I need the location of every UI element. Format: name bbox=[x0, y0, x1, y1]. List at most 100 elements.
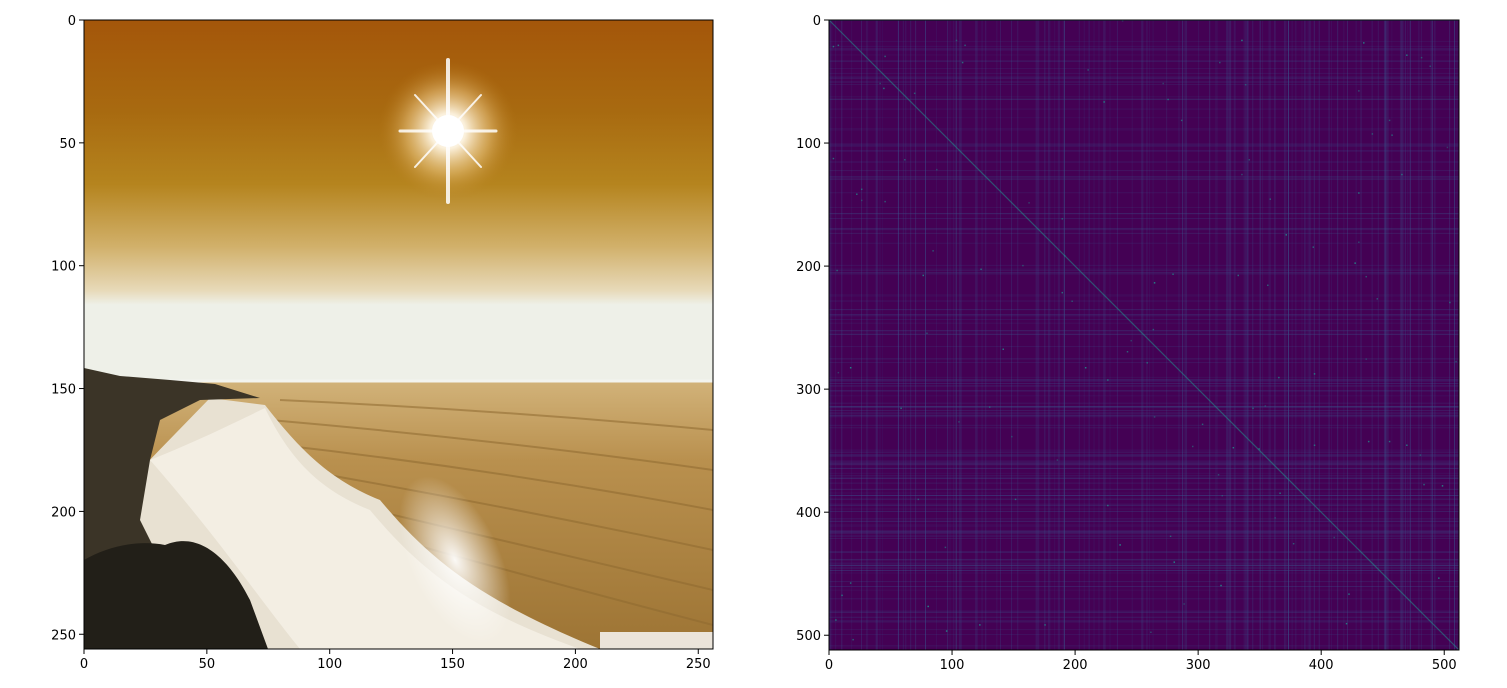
heatmap-diagonal bbox=[828, 19, 1460, 651]
heatmap-column bbox=[1216, 20, 1218, 650]
heatmap-row bbox=[829, 49, 1459, 51]
heatmap-row bbox=[829, 472, 1459, 474]
heatmap-row bbox=[829, 96, 1459, 98]
heatmap-column bbox=[865, 20, 867, 650]
heatmap-cell bbox=[1423, 483, 1425, 486]
heatmap-cell bbox=[1119, 544, 1121, 546]
x-tick-label: 0 bbox=[80, 657, 88, 672]
heatmap-cell bbox=[1358, 241, 1360, 243]
heatmap-column bbox=[1146, 20, 1148, 650]
x-tick-label: 100 bbox=[940, 658, 965, 673]
heatmap-row bbox=[829, 488, 1459, 490]
heatmap-row bbox=[829, 72, 1459, 74]
heatmap-cell bbox=[1241, 173, 1243, 176]
heatmap-column bbox=[1401, 20, 1403, 650]
heatmap-cell bbox=[1354, 262, 1356, 264]
heatmap-cell bbox=[1146, 362, 1148, 364]
heatmap-column bbox=[1331, 20, 1333, 650]
heatmap-cell bbox=[980, 268, 982, 271]
wave-lines bbox=[269, 399, 713, 626]
heatmap-row bbox=[829, 382, 1459, 384]
x-tick-label: 150 bbox=[440, 657, 465, 672]
heatmap-row bbox=[829, 213, 1459, 215]
heatmap-row bbox=[829, 309, 1459, 311]
heatmap-column bbox=[1291, 20, 1293, 650]
heatmap-column bbox=[1209, 20, 1211, 650]
heatmap-column bbox=[897, 20, 899, 650]
heatmap-row bbox=[829, 322, 1459, 324]
heatmap-row bbox=[829, 610, 1459, 612]
heatmap-cell bbox=[1107, 504, 1109, 507]
heatmap-cell bbox=[1014, 498, 1017, 501]
heatmap-cell bbox=[1348, 593, 1350, 595]
heatmap-row bbox=[829, 492, 1459, 494]
heatmap-row bbox=[829, 494, 1459, 496]
heatmap-row bbox=[829, 427, 1459, 429]
x-tick-label: 0 bbox=[825, 658, 833, 673]
heatmap-cell bbox=[1313, 373, 1316, 375]
heatmap-column bbox=[1246, 20, 1248, 650]
heatmap-row bbox=[829, 646, 1459, 648]
heatmap-cell bbox=[832, 157, 835, 160]
heatmap-row bbox=[829, 242, 1459, 244]
trees bbox=[84, 541, 268, 649]
heatmap-row bbox=[829, 621, 1459, 623]
x-tick-label: 200 bbox=[1063, 658, 1088, 673]
heatmap-column bbox=[985, 20, 987, 650]
heatmap-column bbox=[1227, 20, 1229, 650]
heatmap-cell bbox=[904, 159, 906, 161]
heatmap-row bbox=[829, 406, 1459, 408]
heatmap-cell bbox=[884, 200, 886, 203]
heatmap-column bbox=[1141, 20, 1143, 650]
heatmap-cell bbox=[1258, 448, 1260, 450]
heatmap-column bbox=[1454, 20, 1456, 650]
heatmap-cell bbox=[835, 619, 837, 621]
heatmap-row bbox=[829, 531, 1459, 533]
heatmap-row bbox=[829, 482, 1459, 484]
heatmap-column bbox=[1409, 20, 1411, 650]
heatmap-cell bbox=[1391, 134, 1393, 136]
heatmap-cell bbox=[936, 168, 938, 171]
heatmap-column bbox=[1269, 20, 1271, 650]
photo-content bbox=[84, 20, 713, 649]
heatmap-row bbox=[829, 454, 1459, 456]
heatmap-cell bbox=[841, 594, 843, 597]
heatmap-column bbox=[831, 20, 833, 650]
heatmap-column bbox=[1347, 20, 1349, 650]
heatmap-row bbox=[829, 83, 1459, 85]
heatmap-row bbox=[829, 535, 1459, 537]
heatmap-cell bbox=[1022, 264, 1024, 267]
image-frame bbox=[83, 19, 714, 650]
heatmap-row bbox=[829, 98, 1459, 100]
heatmap-row bbox=[829, 645, 1459, 647]
heatmap-cell bbox=[1376, 298, 1379, 300]
heatmap-cell bbox=[1365, 358, 1367, 360]
heatmap-cell bbox=[1028, 202, 1030, 204]
heatmap-cell bbox=[1237, 274, 1239, 277]
heatmap-row bbox=[829, 477, 1459, 479]
heatmap-column bbox=[1152, 20, 1154, 650]
heatmap-row bbox=[829, 572, 1459, 574]
heatmap-column bbox=[1243, 20, 1245, 650]
heatmap-row bbox=[829, 264, 1459, 266]
heatmap-cell bbox=[1162, 82, 1164, 85]
heatmap-column bbox=[1083, 20, 1085, 650]
heatmap-column bbox=[1057, 20, 1059, 650]
heatmap-row bbox=[829, 467, 1459, 469]
heatmap-column bbox=[1343, 20, 1345, 650]
y-tick-label: 100 bbox=[796, 137, 821, 152]
heatmap-column bbox=[1103, 20, 1105, 650]
heatmap-column bbox=[910, 20, 912, 650]
heatmap-column bbox=[1285, 20, 1287, 650]
heatmap-column bbox=[1262, 20, 1264, 650]
heatmap-column bbox=[1399, 20, 1401, 650]
heatmap-cell bbox=[1292, 542, 1295, 545]
heatmap-row bbox=[829, 402, 1459, 404]
heatmap-cell bbox=[900, 407, 902, 410]
heatmap-column bbox=[1088, 20, 1090, 650]
heatmap-row bbox=[829, 309, 1459, 311]
heatmap-column bbox=[1287, 20, 1289, 650]
heatmap-column bbox=[936, 20, 938, 650]
heatmap-column bbox=[1420, 20, 1422, 650]
heatmap-cell bbox=[883, 87, 885, 90]
